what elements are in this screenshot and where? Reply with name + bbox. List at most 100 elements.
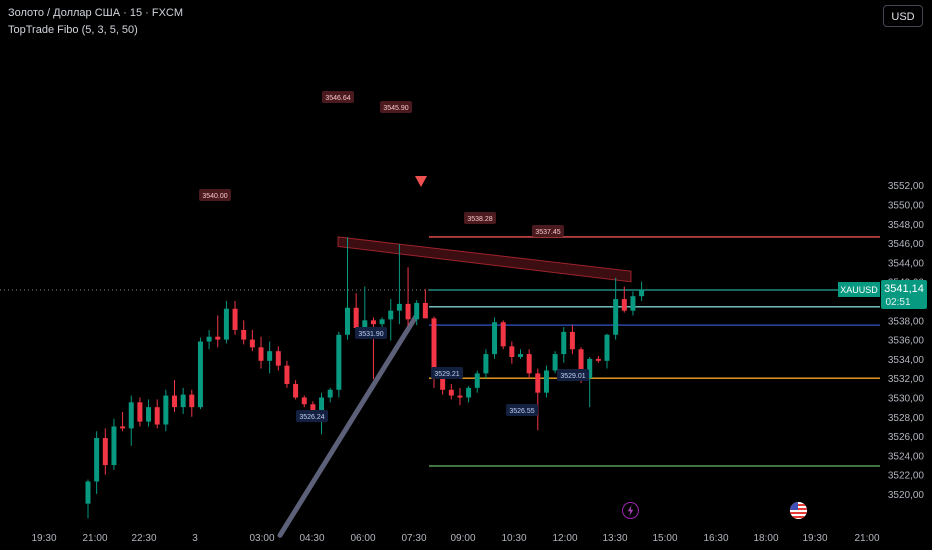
price-axis[interactable]: 3520,00 3522,00 3524,00 3526,00 3528,00 3530,… bbox=[838, 181, 927, 501]
price-axis-label: 3530,00 bbox=[888, 394, 925, 405]
time-axis-label: 10:30 bbox=[501, 533, 526, 544]
currency-button[interactable]: USD bbox=[883, 5, 923, 27]
time-axis-label: 22:30 bbox=[131, 533, 156, 544]
candle-body bbox=[474, 373, 480, 388]
candle-body bbox=[336, 334, 342, 390]
time-axis-label: 21:00 bbox=[854, 533, 879, 544]
candle-body bbox=[267, 351, 273, 361]
low-price-label-bg bbox=[355, 327, 387, 339]
candle-body bbox=[197, 341, 203, 408]
time-axis-label: 21:00 bbox=[82, 533, 107, 544]
candle-body bbox=[483, 354, 489, 374]
low-price-label: 3529.01 bbox=[560, 373, 585, 380]
price-axis-label: 3526,00 bbox=[888, 432, 925, 443]
candle-body bbox=[172, 395, 177, 408]
time-axis-label: 3 bbox=[192, 533, 198, 544]
time-axis-label: 13:30 bbox=[602, 533, 627, 544]
candle-body bbox=[604, 334, 610, 361]
candle-body bbox=[639, 289, 645, 297]
candle-body bbox=[120, 426, 126, 429]
candle-body bbox=[440, 378, 446, 390]
time-axis-label: 19:30 bbox=[802, 533, 827, 544]
candle-body bbox=[223, 308, 229, 340]
time-axis-label: 12:00 bbox=[552, 533, 577, 544]
candle-body bbox=[466, 387, 472, 398]
low-price-label-bg bbox=[431, 367, 463, 379]
time-axis-label: 06:00 bbox=[350, 533, 375, 544]
current-price-label: 3541,14 bbox=[884, 283, 924, 295]
lightning-event-icon[interactable] bbox=[622, 502, 639, 519]
high-price-label: 3538.28 bbox=[467, 216, 492, 223]
candle-body bbox=[206, 336, 212, 342]
price-axis-label: 3546,00 bbox=[888, 239, 925, 250]
low-price-label: 3531.90 bbox=[358, 331, 383, 338]
low-price-label-bg bbox=[557, 369, 589, 381]
symbol-title[interactable]: Золото / Доллар США · 15 · FXCM bbox=[8, 7, 184, 19]
candle-body bbox=[552, 354, 558, 371]
candle-body bbox=[345, 307, 350, 335]
low-price-label-bg bbox=[296, 410, 328, 422]
price-axis-label: 3538,00 bbox=[888, 316, 925, 327]
candle-body bbox=[362, 320, 368, 329]
candle-body bbox=[137, 402, 143, 422]
candle-body bbox=[85, 481, 91, 504]
candle-body bbox=[293, 383, 299, 398]
indicator-title[interactable]: TopTrade Fibo (5, 3, 5, 50) bbox=[8, 24, 138, 36]
drawing-layer bbox=[0, 176, 880, 538]
time-axis-label: 18:00 bbox=[753, 533, 778, 544]
price-axis-label: 3532,00 bbox=[888, 374, 925, 385]
candle-body bbox=[500, 322, 506, 347]
candle-body bbox=[457, 395, 463, 398]
candle-body bbox=[414, 302, 420, 320]
candle-body bbox=[102, 438, 108, 466]
high-price-label: 3537.45 bbox=[535, 229, 560, 236]
time-axis-label: 04:30 bbox=[299, 533, 324, 544]
high-price-label-bg bbox=[464, 212, 496, 224]
candle-body bbox=[405, 303, 411, 320]
candle-body bbox=[111, 426, 117, 466]
candle-body bbox=[284, 365, 290, 384]
candle-body bbox=[128, 402, 134, 429]
candles-layer bbox=[85, 237, 645, 519]
candle-body bbox=[526, 354, 532, 374]
time-axis-label: 16:30 bbox=[703, 533, 728, 544]
low-price-label: 3526.24 bbox=[299, 414, 324, 421]
high-price-label-bg bbox=[322, 91, 354, 103]
time-axis-label: 15:00 bbox=[652, 533, 677, 544]
candle-body bbox=[448, 389, 454, 396]
candle-body bbox=[587, 358, 593, 379]
time-axis[interactable]: 19:30 21:00 22:30 3 03:00 04:30 06:00 07:30 09:0… bbox=[31, 533, 879, 544]
symbol-tag[interactable]: XAUUSD bbox=[840, 285, 878, 295]
high-price-label: 3546.64 bbox=[325, 95, 350, 102]
candle-body bbox=[94, 438, 100, 482]
price-axis-label: 3552,00 bbox=[888, 181, 925, 192]
high-price-label-bg bbox=[199, 189, 231, 201]
price-axis-label: 3520,00 bbox=[888, 490, 925, 501]
candle-body bbox=[379, 319, 385, 325]
us-flag-event-icon[interactable] bbox=[790, 502, 807, 519]
candle-body bbox=[241, 329, 247, 340]
price-axis-label: 3548,00 bbox=[888, 220, 925, 231]
price-axis-label: 3528,00 bbox=[888, 413, 925, 424]
time-axis-label: 09:00 bbox=[450, 533, 475, 544]
trend-line[interactable] bbox=[277, 313, 419, 538]
candle-body bbox=[154, 407, 160, 425]
candle-body bbox=[275, 351, 281, 366]
candle-body bbox=[569, 331, 575, 350]
candle-body bbox=[215, 336, 221, 340]
time-axis-label: 03:00 bbox=[249, 533, 274, 544]
trend-channel[interactable] bbox=[337, 236, 632, 283]
high-price-label: 3545.90 bbox=[383, 105, 408, 112]
candle-body bbox=[630, 296, 636, 311]
candle-body bbox=[180, 394, 186, 408]
candle-body bbox=[535, 373, 541, 393]
price-axis-label: 3522,00 bbox=[888, 471, 925, 482]
candle-body bbox=[396, 303, 402, 311]
current-price-tag-bg bbox=[881, 279, 927, 309]
candle-body bbox=[431, 318, 437, 379]
candle-body bbox=[595, 358, 601, 361]
high-price-label-bg bbox=[532, 225, 564, 237]
candle-body bbox=[189, 394, 195, 408]
